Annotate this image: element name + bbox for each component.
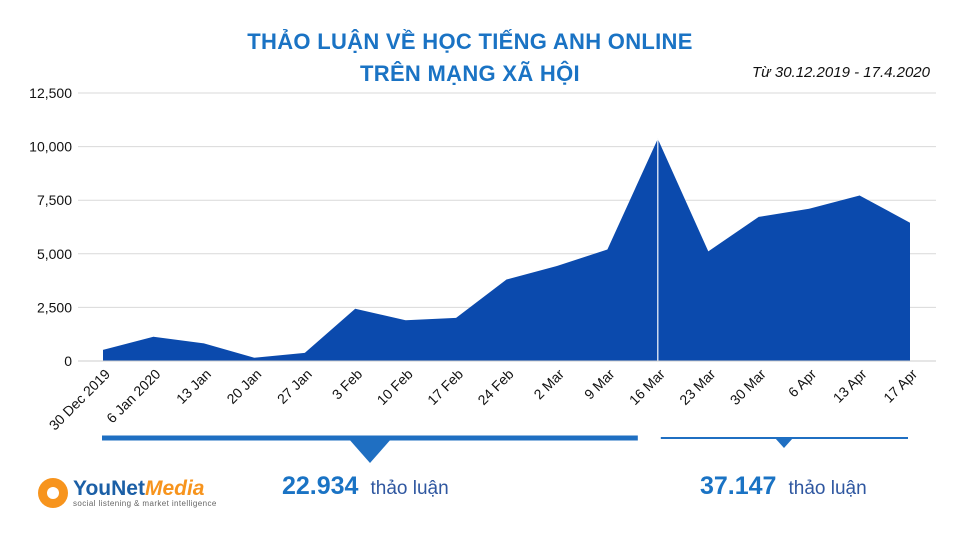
x-tick-label: 30 Mar [727,366,769,408]
y-tick-label: 10,000 [29,139,72,155]
younet-media-logo: YouNetMedia social listening & market in… [38,478,217,508]
x-tick-label: 2 Mar [530,366,567,403]
x-tick-label: 16 Mar [626,366,668,408]
y-tick-label: 0 [64,353,72,369]
summary-after-value: 37.147 [700,472,777,500]
x-tick-label: 9 Mar [581,366,618,403]
x-tick-label: 13 Apr [830,366,870,406]
summary-after: 37.147 thảo luận [700,472,867,501]
x-tick-label: 13 Jan [173,366,214,407]
bracket-after-pointer [775,438,793,448]
x-tick-label: 24 Feb [474,366,516,408]
y-tick-label: 12,500 [29,85,72,101]
x-tick-label: 23 Mar [676,366,718,408]
x-tick-label: 17 Apr [880,366,920,406]
date-range: Từ 30.12.2019 - 17.4.2020 [752,64,930,81]
x-tick-label: 10 Feb [374,366,416,408]
area-series [103,138,910,361]
logo-brand-b: Media [144,477,205,500]
x-tick-label: 6 Jan 2020 [103,366,163,426]
summary-after-unit: thảo luận [788,478,867,499]
x-tick-label: 27 Jan [274,366,315,407]
logo-brand-a: YouNet [73,477,145,500]
summary-before: 22.934 thảo luận [282,472,449,501]
y-tick-label: 5,000 [37,246,72,262]
chart-title: THẢO LUẬN VỀ HỌC TIẾNG ANH ONLINE TRÊN M… [150,26,790,90]
x-tick-label: 20 Jan [223,366,264,407]
x-tick-label: 3 Feb [329,366,366,403]
logo-mark-icon [38,478,68,508]
x-tick-label: 6 Apr [785,366,820,401]
summary-before-unit: thảo luận [370,478,449,499]
x-tick-label: 17 Feb [424,366,466,408]
y-tick-label: 2,500 [37,299,72,315]
chart-title-line-1: THẢO LUẬN VỀ HỌC TIẾNG ANH ONLINE [247,29,693,54]
logo-tagline: social listening & market intelligence [73,499,217,508]
x-tick-label: 30 Dec 2019 [46,366,114,434]
chart-title-line-2: TRÊN MẠNG XÃ HỘI [360,61,580,86]
y-tick-label: 7,500 [37,192,72,208]
bracket-before-pointer [348,438,392,463]
summary-before-value: 22.934 [282,472,359,500]
